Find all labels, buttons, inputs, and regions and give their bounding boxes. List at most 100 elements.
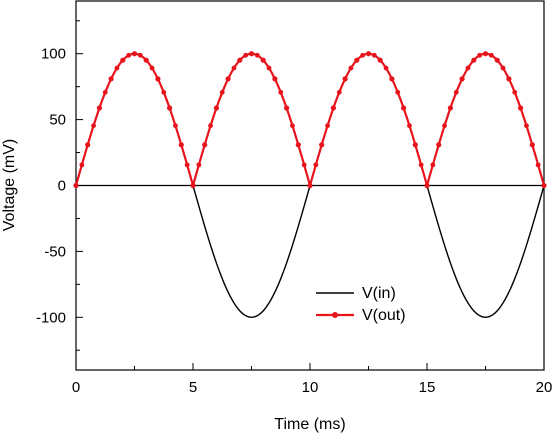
- vout-point: [295, 142, 301, 148]
- vout-point: [108, 76, 114, 82]
- vout-point: [290, 123, 295, 129]
- vout-point: [541, 182, 547, 189]
- x-tick-label: 0: [72, 379, 80, 396]
- vout-point: [225, 76, 231, 82]
- vout-point: [178, 142, 184, 148]
- y-tick-label: -100: [36, 309, 66, 326]
- legend-label: V(out): [362, 307, 406, 324]
- vout-point: [442, 123, 447, 129]
- axis-ticks: [75, 20, 545, 370]
- vout-point: [231, 65, 237, 71]
- vout-point: [149, 65, 155, 71]
- series-vout: [73, 51, 547, 190]
- vout-point: [301, 162, 307, 168]
- vout-point: [196, 162, 202, 168]
- vout-point: [365, 51, 372, 57]
- series-layer: [73, 51, 547, 318]
- legend-item: V(out): [316, 307, 406, 324]
- vout-point: [412, 142, 418, 148]
- x-tick-label: 15: [419, 379, 436, 396]
- vout-point: [313, 162, 319, 168]
- vout-point: [447, 105, 453, 111]
- vout-point: [360, 52, 366, 58]
- x-tick-label: 10: [302, 379, 319, 396]
- vout-point: [219, 89, 225, 95]
- vout-point: [126, 52, 132, 58]
- vout-point: [488, 52, 494, 58]
- vout-point: [529, 142, 535, 148]
- vout-point: [512, 89, 518, 95]
- vout-point: [407, 123, 412, 129]
- vout-point: [96, 105, 102, 111]
- legend-marker: [332, 312, 338, 318]
- vout-point: [73, 182, 79, 189]
- vout-point: [120, 57, 126, 63]
- vout-point: [348, 65, 354, 71]
- vout-point: [143, 57, 149, 63]
- legend-item: V(in): [316, 285, 396, 302]
- vout-point: [465, 65, 471, 71]
- vout-point: [114, 65, 120, 71]
- vout-point: [131, 51, 138, 57]
- y-tick-label: 0: [58, 178, 66, 195]
- vout-point: [395, 89, 401, 95]
- vout-point: [389, 76, 395, 82]
- vout-point: [424, 182, 430, 189]
- vout-point: [155, 76, 161, 82]
- vout-point: [161, 89, 167, 95]
- vout-point: [377, 57, 383, 63]
- vout-point: [500, 65, 506, 71]
- vout-point: [459, 76, 465, 82]
- vout-point: [202, 142, 208, 148]
- vout-point: [208, 123, 213, 129]
- vout-point: [91, 123, 96, 129]
- vout-point: [266, 65, 272, 71]
- x-tick-label: 5: [189, 379, 197, 396]
- vout-point: [85, 142, 91, 148]
- vout-point: [471, 57, 477, 63]
- vout-point: [284, 105, 290, 111]
- vout-point: [278, 89, 284, 95]
- vout-point: [342, 76, 348, 82]
- vout-point: [371, 52, 377, 58]
- vout-point: [319, 142, 325, 148]
- vout-point: [248, 51, 255, 57]
- vout-point: [477, 52, 483, 58]
- y-tick-label: -50: [44, 243, 66, 260]
- tick-labels: 0 5 10 15 20 100 50 0 -50 -100: [36, 46, 552, 396]
- vout-point: [260, 57, 266, 63]
- x-tick-label: 20: [536, 379, 553, 396]
- vout-point: [173, 123, 178, 129]
- vout-point: [79, 162, 85, 168]
- vout-point: [184, 162, 190, 168]
- legend: V(in) V(out): [316, 285, 406, 324]
- vout-point: [336, 89, 342, 95]
- vout-point: [272, 76, 278, 82]
- vout-point: [307, 182, 313, 189]
- vout-point: [518, 105, 524, 111]
- vout-point: [482, 51, 489, 57]
- vout-point: [325, 123, 330, 129]
- y-tick-label: 50: [49, 112, 66, 129]
- vout-point: [401, 105, 407, 111]
- vout-point: [524, 123, 529, 129]
- vout-point: [430, 162, 436, 168]
- vout-point: [213, 105, 219, 111]
- vout-point: [243, 52, 249, 58]
- vout-point: [494, 57, 500, 63]
- vout-point: [453, 89, 459, 95]
- vout-point: [436, 142, 442, 148]
- legend-label: V(in): [362, 285, 396, 302]
- vout-point: [190, 182, 196, 189]
- vout-point: [102, 89, 108, 95]
- y-axis-title: Voltage (mV): [1, 139, 18, 231]
- vout-point: [330, 105, 336, 111]
- vout-point: [354, 57, 360, 63]
- vout-point: [137, 52, 143, 58]
- vout-point: [254, 52, 260, 58]
- x-axis-title: Time (ms): [274, 416, 345, 433]
- vout-point: [506, 76, 512, 82]
- vout-point: [535, 162, 541, 168]
- vout-point: [383, 65, 389, 71]
